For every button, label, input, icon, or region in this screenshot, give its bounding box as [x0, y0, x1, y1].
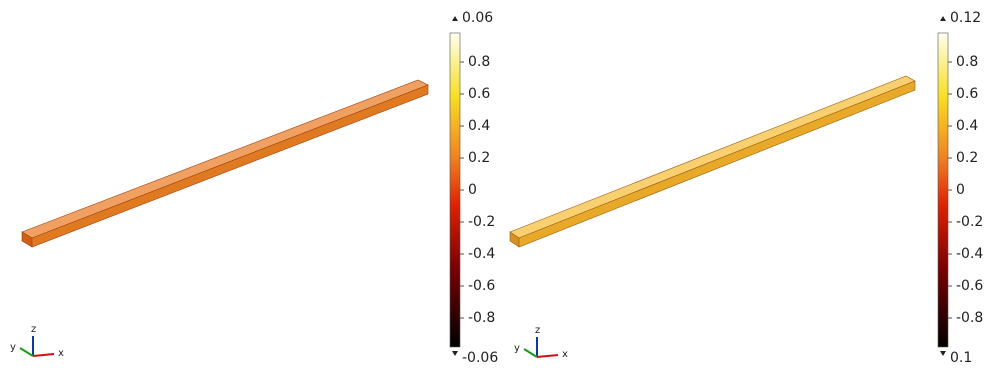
tick-label: 0.8 — [956, 54, 978, 70]
tick-label: 0.2 — [956, 150, 978, 166]
tick-label: -0.6 — [468, 278, 495, 294]
tick-label: 0.8 — [468, 54, 490, 70]
max-label: 0.06 — [462, 10, 493, 26]
max-marker — [452, 16, 458, 21]
beam-side — [32, 85, 428, 247]
max-label: 0.12 — [950, 10, 981, 26]
tick-label: -0.4 — [468, 246, 495, 262]
axis-label: x — [562, 349, 568, 360]
axis-label: z — [31, 324, 36, 335]
min-label: -0.06 — [462, 350, 498, 366]
beam-side — [519, 81, 915, 247]
tick-label: 0.4 — [468, 118, 490, 134]
colorbar — [938, 33, 948, 347]
tick-label: 0.6 — [468, 86, 490, 102]
tick-label: -0.8 — [468, 310, 495, 326]
tick-label: 0 — [956, 182, 965, 198]
axis-label: y — [10, 342, 16, 353]
axis-label: x — [58, 348, 64, 359]
max-marker — [940, 16, 946, 21]
tick-label: -0.8 — [956, 310, 983, 326]
viewport: z x y 0.8 0.6 0.4 0.2 0 -0.2 -0.4 -0.6 -0.8 0.06 -… — [0, 0, 990, 374]
beam-top — [22, 80, 428, 238]
min-marker — [452, 351, 458, 356]
tick-label: -0.4 — [956, 246, 983, 262]
tick-label: -0.2 — [956, 214, 983, 230]
min-label: 0.1 — [950, 350, 972, 366]
axis-label: z — [535, 325, 540, 336]
tick-label: -0.6 — [956, 278, 983, 294]
panel: z x y 0.8 0.6 0.4 0.2 0 -0.2 -0.4 -0.6 -0.8 0.12 0… — [510, 10, 983, 366]
axis-label: y — [514, 343, 520, 354]
axis-triad: z x y — [514, 325, 568, 360]
axis-triad: z x y — [10, 324, 64, 359]
tick-label: 0 — [468, 182, 477, 198]
panel: z x y 0.8 0.6 0.4 0.2 0 -0.2 -0.4 -0.6 -0.8 0.06 -… — [10, 10, 498, 366]
min-marker — [940, 351, 946, 356]
beam-top — [510, 76, 915, 238]
colorbar — [450, 33, 460, 347]
tick-label: 0.6 — [956, 86, 978, 102]
tick-label: 0.4 — [956, 118, 978, 134]
tick-label: -0.2 — [468, 214, 495, 230]
tick-label: 0.2 — [468, 150, 490, 166]
